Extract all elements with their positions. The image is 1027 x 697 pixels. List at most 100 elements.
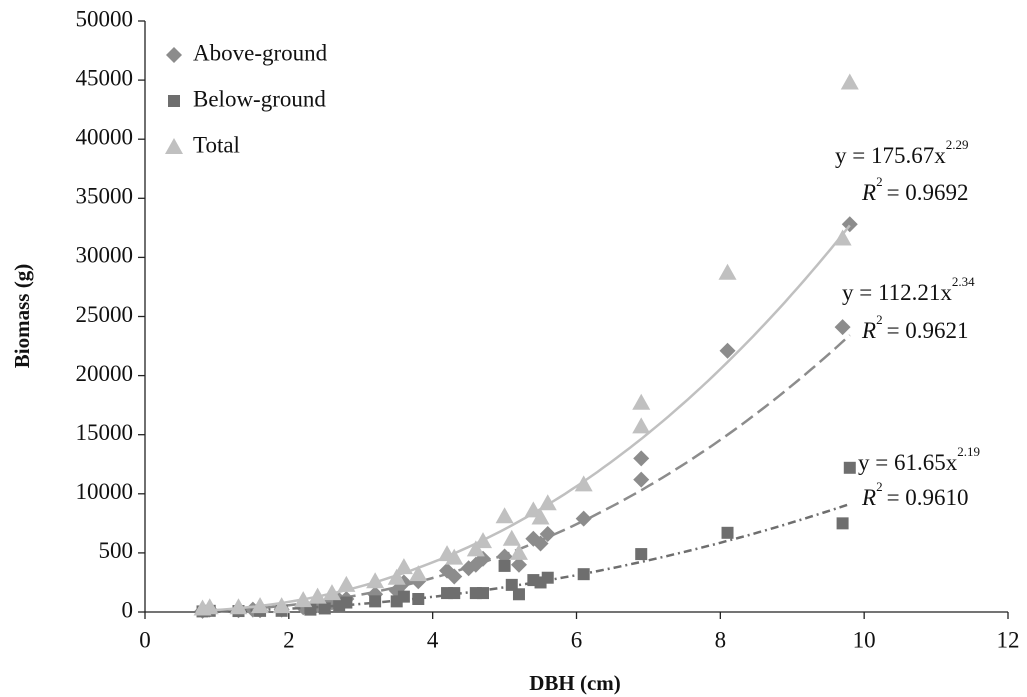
point [466,540,485,557]
trendline [202,224,851,613]
x-tick-label: 8 [715,627,727,652]
point [498,559,511,572]
point [833,229,852,246]
point [294,591,313,608]
y-tick-label: 15000 [76,420,134,445]
point [318,602,331,615]
y-tick-label: 500 [99,538,134,563]
point [448,587,461,600]
y-tick-label: 25000 [76,302,134,327]
point [718,263,737,280]
point [505,578,518,591]
y-tick-label: 10000 [76,479,134,504]
y-tick-label: 35000 [76,184,134,209]
point [532,535,549,552]
point [575,510,592,527]
point [843,461,856,474]
point [337,575,356,592]
point [387,568,406,585]
point [632,417,651,434]
point [366,572,385,589]
point [251,597,270,614]
r-exponent: 2 [876,312,883,327]
point [340,596,353,609]
point [721,526,734,539]
r-value: = 0.9692 [887,180,969,205]
r-squared: R2 = 0.9621 [861,312,969,343]
point [272,597,291,614]
point [719,342,736,359]
y-tick-label: 20000 [76,361,134,386]
point [322,584,341,601]
point [446,568,463,585]
point [538,494,557,511]
y-axis-label: Biomass (g) [10,264,34,368]
x-tick-label: 10 [853,627,876,652]
r-squared: R2 = 0.9610 [861,479,969,510]
x-tick-label: 12 [997,627,1020,652]
point [633,471,650,488]
y-tick-label: 0 [122,597,134,622]
trendline [202,334,851,613]
r-exponent: 2 [876,174,883,189]
equation: y = 175.67x [835,143,946,168]
point [495,507,514,524]
point [502,529,521,546]
exponent: 2.19 [957,444,980,459]
legend-marker [166,47,182,63]
x-axis-label: DBH (cm) [529,671,621,695]
point [369,595,382,608]
equation: y = 61.65x [858,450,958,475]
exponent: 2.34 [952,274,975,289]
point [229,598,248,615]
r-value: = 0.9621 [887,318,969,343]
y-tick-label: 45000 [76,65,134,90]
legend-label: Above-ground [193,40,328,65]
r-symbol: R [861,180,876,205]
point [474,532,493,549]
point [635,548,648,561]
exponent: 2.29 [946,137,969,152]
point [633,450,650,467]
x-tick-label: 6 [571,627,583,652]
trend-equation: y = 112.21x2.34 [842,274,975,305]
x-tick-label: 2 [283,627,295,652]
legend-label: Total [193,132,240,157]
point [445,548,464,565]
point [512,588,525,601]
point [509,543,528,560]
point [510,556,527,573]
point [200,598,219,615]
point [574,475,593,492]
point [539,525,556,542]
point [577,568,590,581]
r-symbol: R [861,318,876,343]
r-squared: R2 = 0.9692 [861,174,969,205]
r-symbol: R [861,485,876,510]
point [394,558,413,575]
legend-label: Below-ground [193,86,326,111]
legend-marker [165,138,183,154]
point [308,587,327,604]
x-tick-label: 4 [427,627,439,652]
legend-marker [168,95,180,107]
equation: y = 112.21x [842,280,952,305]
r-value: = 0.9610 [887,485,969,510]
point [836,517,849,530]
y-tick-label: 50000 [76,6,134,31]
y-tick-label: 30000 [76,243,134,268]
point [841,216,858,233]
point [412,592,425,605]
point [632,393,651,410]
point [834,319,851,336]
point [477,587,490,600]
point [541,571,554,584]
x-tick-label: 0 [139,627,151,652]
point [840,73,859,90]
trend-equation: y = 61.65x2.19 [858,444,980,475]
point [531,508,550,525]
point [409,565,428,582]
y-tick-label: 40000 [76,124,134,149]
r-exponent: 2 [876,479,883,494]
